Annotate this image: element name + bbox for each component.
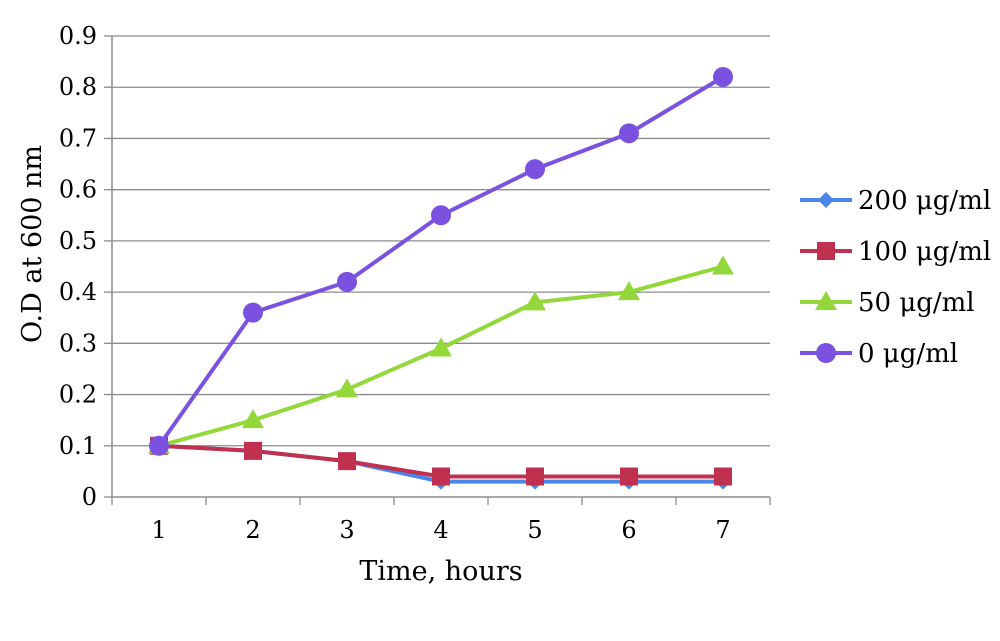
legend: 200 μg/ml 100 μg/ml 50 μg/ml 0 μg/ml	[800, 186, 991, 369]
y-tick-label: 0.5	[59, 227, 97, 255]
legend-marker	[818, 192, 834, 208]
legend-item: 200 μg/ml	[800, 186, 991, 216]
legend-marker	[816, 343, 836, 363]
data-point	[243, 302, 263, 323]
x-tick-label: 6	[621, 516, 636, 544]
y-tick-labels: 0 0.1 0.2 0.3 0.4 0.5 0.6 0.7 0.8 0.9	[59, 22, 97, 511]
x-tick-label: 2	[245, 516, 260, 544]
series-circle	[149, 66, 733, 456]
data-point	[618, 281, 640, 301]
data-series	[148, 66, 734, 490]
axes	[104, 35, 771, 505]
gridlines	[112, 35, 770, 447]
data-point	[242, 409, 264, 429]
x-tick-label: 3	[339, 516, 354, 544]
y-tick-label: 0	[82, 483, 97, 511]
legend-label: 100 μg/ml	[858, 237, 991, 267]
y-tick-label: 0.8	[59, 73, 97, 101]
data-point	[620, 467, 638, 486]
y-tick-label: 0.3	[59, 329, 97, 357]
data-point	[337, 271, 357, 292]
data-point	[524, 291, 546, 311]
data-point	[712, 255, 734, 275]
data-point	[338, 452, 356, 471]
data-point	[619, 123, 639, 144]
y-tick-label: 0.1	[59, 432, 97, 460]
y-tick-label: 0.7	[59, 124, 97, 152]
legend-label: 50 μg/ml	[858, 288, 975, 318]
x-axis-title: Time, hours	[359, 556, 522, 587]
data-point	[430, 337, 452, 357]
legend-marker	[817, 242, 835, 260]
y-axis-title: O.D at 600 nm	[17, 145, 48, 343]
legend-item: 50 μg/ml	[800, 288, 975, 318]
series-triangle	[148, 255, 734, 454]
legend-marker	[815, 291, 837, 310]
x-tick-label: 1	[151, 516, 166, 544]
x-tick-label: 7	[715, 516, 730, 544]
data-point	[432, 467, 450, 486]
legend-item: 100 μg/ml	[800, 237, 991, 267]
data-point	[713, 66, 733, 87]
x-tick-labels: 1 2 3 4 5 6 7	[151, 516, 730, 544]
x-tick-label: 4	[433, 516, 448, 544]
y-tick-label: 0.6	[59, 176, 97, 204]
legend-label: 0 μg/ml	[858, 339, 958, 369]
y-tick-label: 0.9	[59, 22, 97, 50]
y-tick-label: 0.4	[59, 278, 97, 306]
data-point	[431, 205, 451, 226]
series-square	[150, 436, 732, 486]
legend-item: 0 μg/ml	[800, 339, 958, 369]
data-point	[526, 467, 544, 486]
legend-label: 200 μg/ml	[858, 186, 991, 216]
data-point	[149, 435, 169, 456]
data-point	[714, 467, 732, 486]
data-point	[244, 441, 262, 460]
x-tick-label: 5	[527, 516, 542, 544]
data-point	[525, 159, 545, 180]
data-point	[336, 378, 358, 398]
y-tick-label: 0.2	[59, 381, 97, 409]
